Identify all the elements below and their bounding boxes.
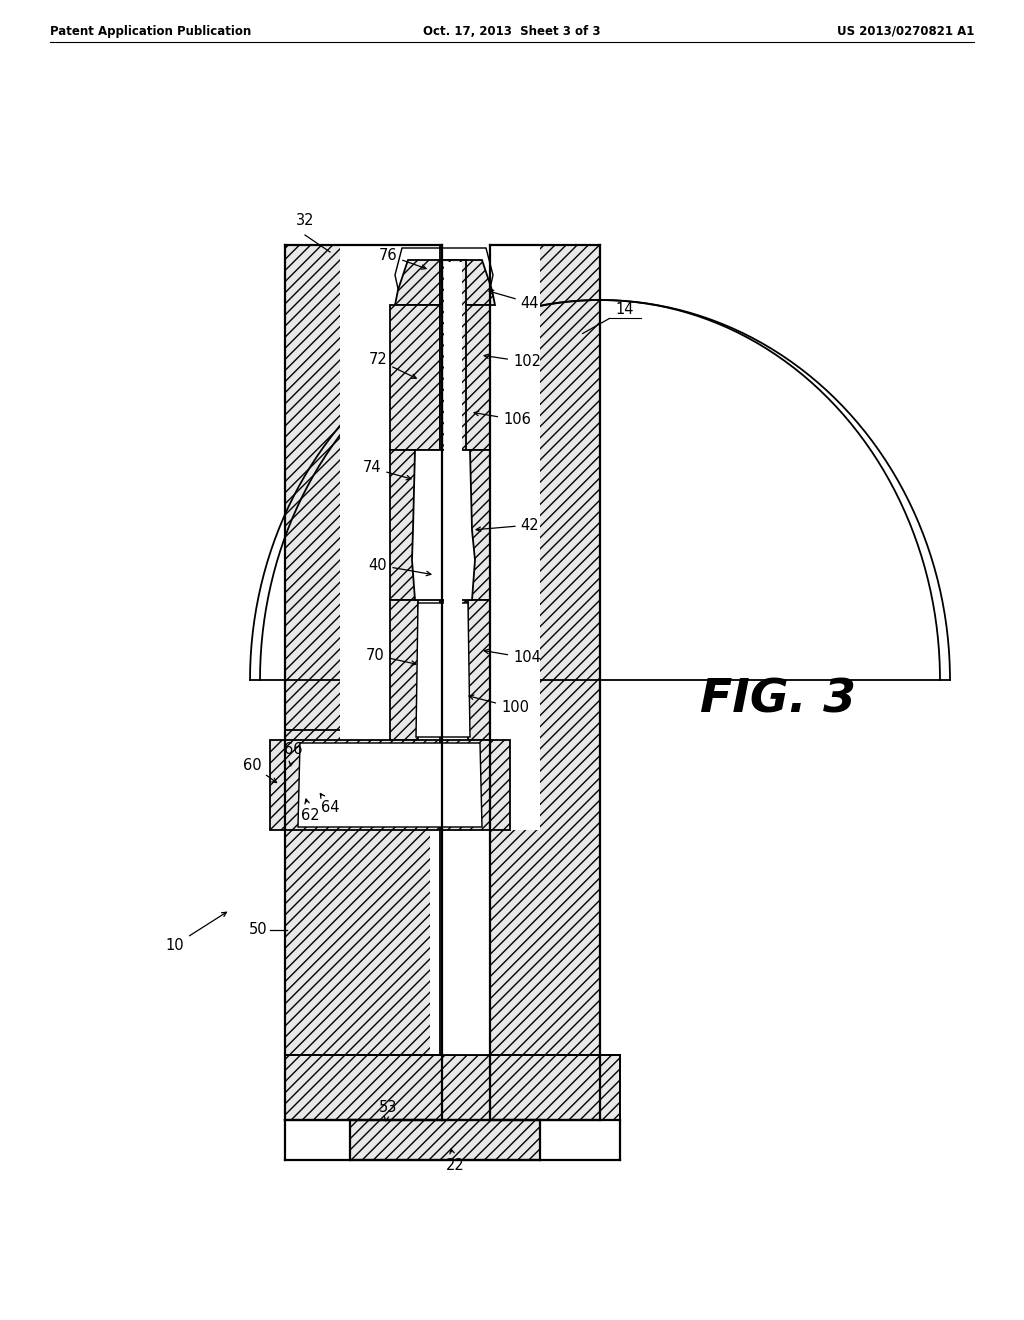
Text: 22: 22 [445,1148,464,1172]
Polygon shape [390,601,418,741]
Polygon shape [460,305,490,450]
Text: 53: 53 [379,1100,397,1121]
Text: Patent Application Publication: Patent Application Publication [50,25,251,38]
Text: 60: 60 [243,758,276,783]
Text: 44: 44 [489,290,540,310]
Text: 72: 72 [369,352,416,379]
Polygon shape [490,246,600,1055]
Polygon shape [412,450,475,601]
Polygon shape [380,315,490,445]
Polygon shape [443,308,462,447]
Polygon shape [390,450,415,601]
Text: 106: 106 [474,412,530,428]
Polygon shape [440,260,466,680]
Polygon shape [416,603,470,737]
Polygon shape [285,246,440,1055]
Text: 42: 42 [476,517,540,532]
Polygon shape [285,1055,620,1119]
Text: FIG. 3: FIG. 3 [700,677,856,722]
Text: 76: 76 [379,248,426,269]
Polygon shape [395,248,493,308]
Polygon shape [375,645,482,725]
Text: 74: 74 [362,461,411,480]
Text: 70: 70 [366,648,416,665]
Text: 100: 100 [469,696,529,715]
Polygon shape [390,305,445,450]
Text: 62: 62 [301,799,319,822]
Text: 32: 32 [296,213,314,228]
Polygon shape [375,310,498,450]
Text: 14: 14 [615,302,634,318]
Polygon shape [345,735,490,805]
Bar [340,230,540,830]
Polygon shape [377,455,486,635]
Polygon shape [350,1119,540,1160]
Polygon shape [395,260,495,305]
Polygon shape [468,601,490,741]
Text: 66: 66 [284,742,302,766]
Text: 64: 64 [321,793,339,816]
Polygon shape [385,246,503,310]
Text: 104: 104 [484,649,541,665]
Polygon shape [298,743,482,828]
Polygon shape [444,261,462,678]
Text: 102: 102 [484,354,541,370]
Polygon shape [470,450,490,601]
Text: US 2013/0270821 A1: US 2013/0270821 A1 [837,25,974,38]
Text: 40: 40 [369,557,431,576]
Polygon shape [430,246,490,1055]
Polygon shape [285,730,510,810]
Polygon shape [270,741,510,830]
Polygon shape [360,640,500,730]
Text: 10: 10 [166,912,226,953]
Text: Oct. 17, 2013  Sheet 3 of 3: Oct. 17, 2013 Sheet 3 of 3 [423,25,601,38]
Text: 50: 50 [249,923,267,937]
Polygon shape [370,450,493,640]
